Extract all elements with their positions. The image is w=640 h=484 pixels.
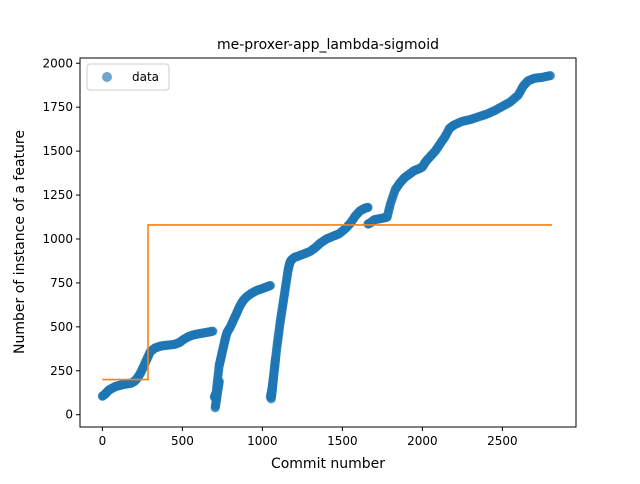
x-tick-label: 2500 xyxy=(487,434,518,448)
x-tick-label: 2000 xyxy=(407,434,438,448)
y-axis-label: Number of instance of a feature xyxy=(12,130,28,354)
y-tick-label: 1250 xyxy=(42,188,73,202)
x-axis-label: Commit number xyxy=(271,456,385,472)
data-point xyxy=(214,376,224,386)
data-point xyxy=(270,353,281,364)
legend-marker-data xyxy=(102,72,112,82)
x-tick-label: 0 xyxy=(99,434,107,448)
y-tick-label: 1000 xyxy=(42,232,73,246)
legend: data xyxy=(86,63,170,91)
data-point xyxy=(363,202,373,212)
step-line-path xyxy=(102,224,552,381)
y-axis-ticks: 0 250 500 750 1000 1250 1500 1750 2000 xyxy=(42,56,80,422)
x-axis-ticks: 0 500 1000 1500 2000 2500 xyxy=(99,427,518,448)
data-point xyxy=(545,71,556,81)
y-tick-label: 750 xyxy=(50,276,73,290)
y-tick-label: 1750 xyxy=(42,100,73,114)
y-tick-label: 2000 xyxy=(42,56,73,70)
plot-frame xyxy=(79,57,577,428)
data-points xyxy=(97,71,556,413)
legend-box xyxy=(86,63,170,91)
y-tick-label: 0 xyxy=(65,408,73,422)
chart-title: me-proxer-app_lambda-sigmoid xyxy=(217,37,439,53)
x-tick-label: 1500 xyxy=(327,434,358,448)
legend-label-data: data xyxy=(132,70,159,84)
data-point xyxy=(208,326,218,336)
y-tick-label: 500 xyxy=(50,320,73,334)
step-line xyxy=(102,224,552,381)
x-tick-label: 1000 xyxy=(247,434,278,448)
data-point xyxy=(265,280,275,291)
y-tick-label: 1500 xyxy=(42,144,73,158)
x-tick-label: 500 xyxy=(171,434,194,448)
y-tick-label: 250 xyxy=(50,364,73,378)
